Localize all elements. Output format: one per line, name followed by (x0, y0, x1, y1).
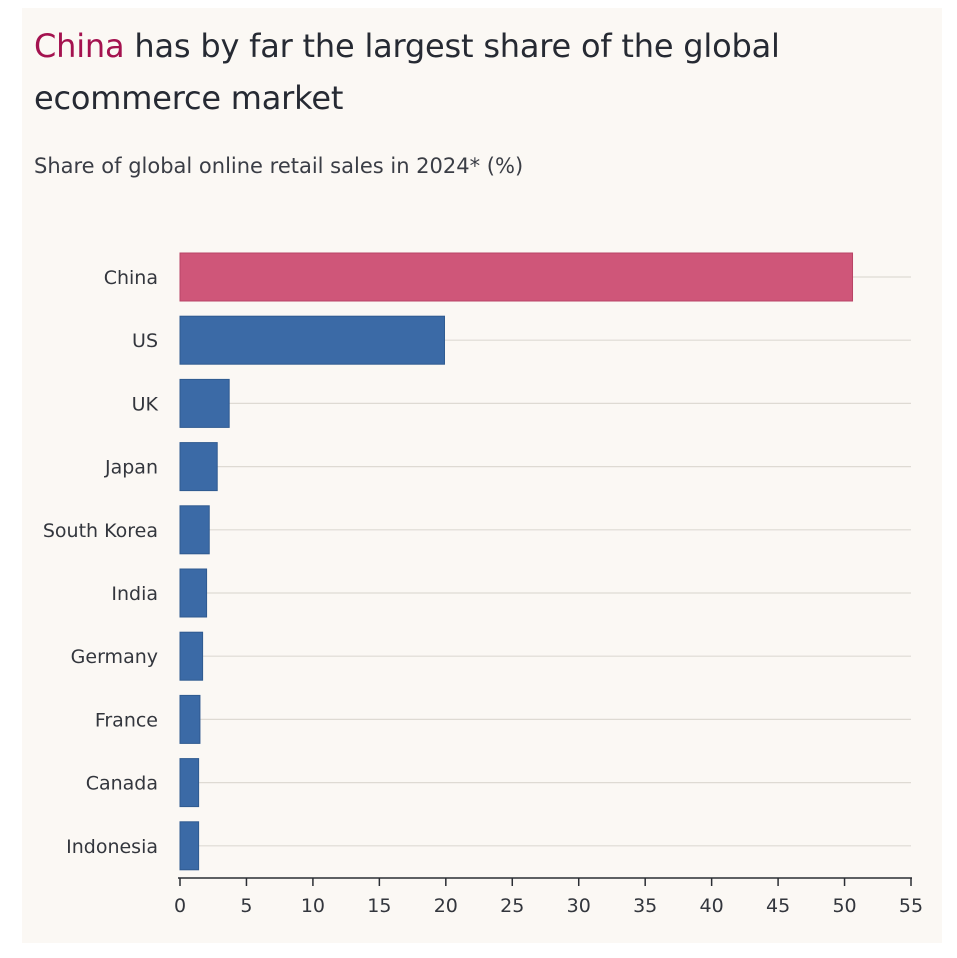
chart-title-rest: has by far the largest share of the glob… (34, 27, 780, 117)
chart-title: China has by far the largest share of th… (34, 20, 914, 124)
x-tick-label: 55 (899, 895, 923, 917)
chart-card: China has by far the largest share of th… (22, 8, 942, 943)
x-tick-label: 0 (174, 895, 186, 917)
category-label: US (132, 330, 158, 352)
bars (179, 252, 854, 871)
x-tick-label: 5 (240, 895, 252, 917)
chart-subtitle: Share of global online retail sales in 2… (34, 154, 524, 178)
bar-japan (179, 442, 218, 492)
category-label: Canada (86, 773, 158, 795)
x-tick-label: 25 (500, 895, 524, 917)
x-tick-label: 10 (301, 895, 325, 917)
bar-france (179, 694, 201, 744)
x-tick-label: 30 (567, 895, 591, 917)
bar-us (179, 315, 445, 365)
bar-canada (179, 758, 200, 808)
category-label: UK (132, 393, 159, 415)
category-label: South Korea (43, 520, 158, 542)
category-label: Germany (71, 646, 158, 668)
grid-lines (180, 276, 911, 847)
x-tick-label: 15 (367, 895, 391, 917)
category-labels: China US UK Japan South Korea India Germany Fra… (43, 267, 159, 858)
x-tick-label: 35 (633, 895, 657, 917)
category-label: Japan (104, 457, 158, 479)
x-tick-label: 45 (766, 895, 790, 917)
bar-china (179, 252, 854, 302)
bar-uk (179, 378, 230, 428)
category-label: China (104, 267, 158, 289)
x-tick-label: 40 (700, 895, 724, 917)
x-tick-label: 20 (434, 895, 458, 917)
x-axis: 0 5 10 15 20 25 30 35 40 45 50 55 (174, 877, 923, 917)
bar-germany (179, 631, 204, 681)
bar-india (179, 568, 208, 618)
chart-title-highlight: China (34, 27, 125, 65)
bar-south-korea (179, 505, 210, 555)
category-label: France (95, 709, 158, 731)
bar-indonesia (179, 821, 200, 871)
category-label: Indonesia (66, 836, 158, 858)
category-label: India (111, 583, 158, 605)
x-tick-label: 50 (832, 895, 856, 917)
